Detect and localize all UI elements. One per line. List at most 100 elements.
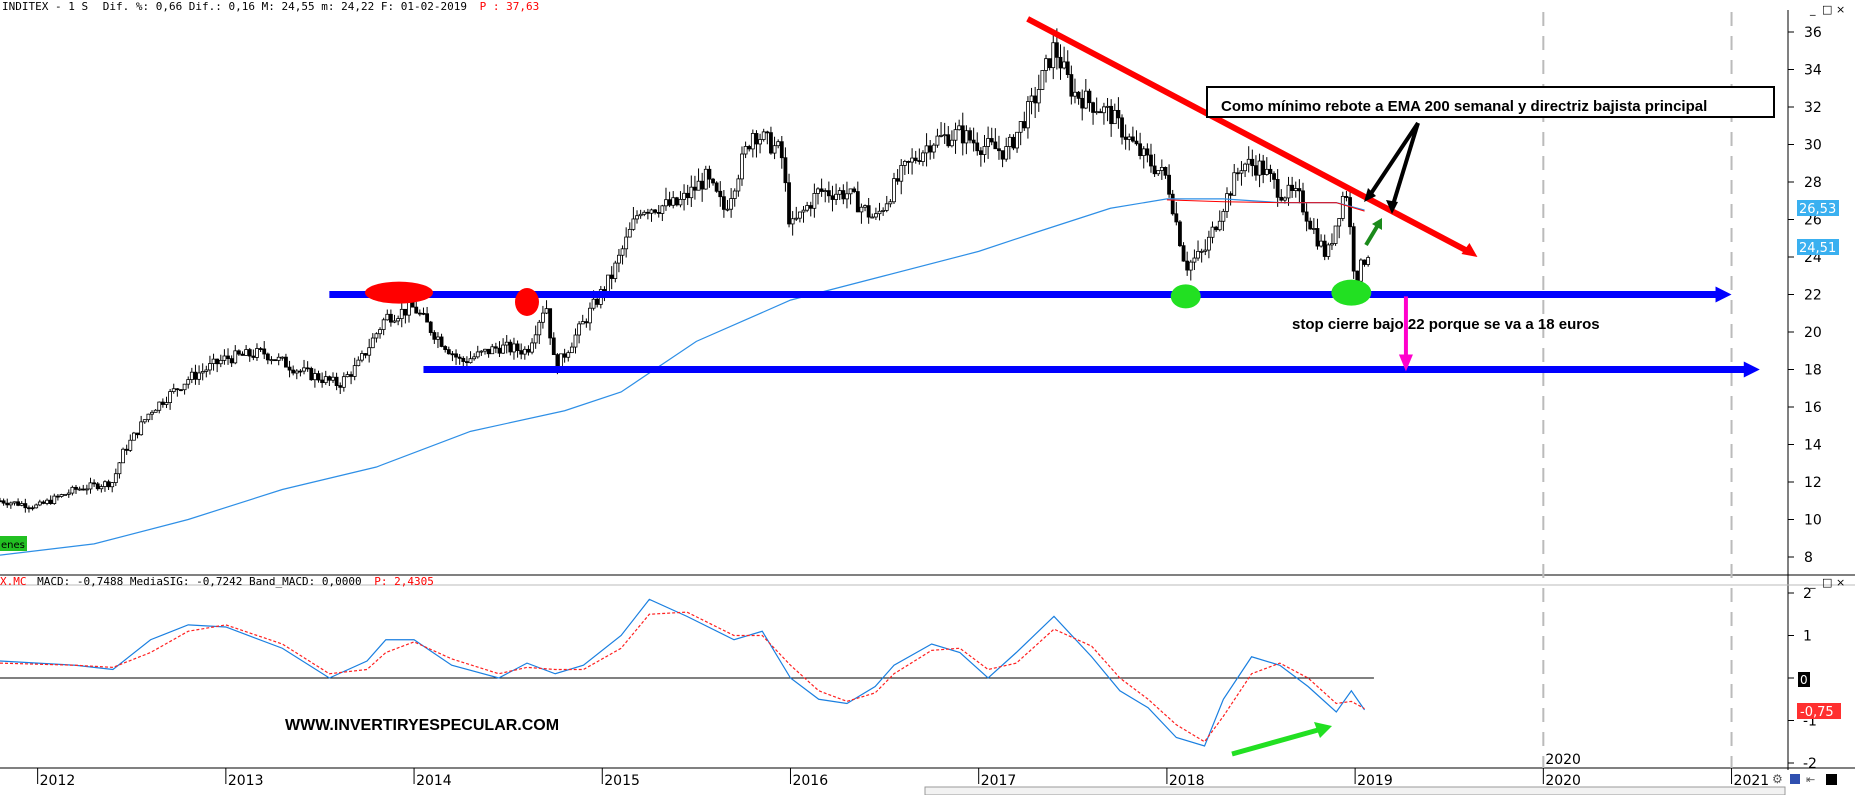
candle-body [428, 321, 433, 333]
candle-body [1337, 218, 1342, 227]
candle-body [776, 141, 781, 147]
candle-body [1134, 140, 1139, 145]
candle-body [569, 346, 574, 354]
x-tick-label: 2021 [1734, 773, 1770, 789]
candle-body [1029, 95, 1034, 102]
candle-body [718, 190, 723, 198]
candle-body [682, 192, 686, 200]
candle-body [935, 135, 940, 146]
close-icon[interactable]: × [1836, 576, 1845, 589]
minimize-icon[interactable]: _ [1809, 576, 1816, 589]
candle-body [269, 359, 274, 362]
candle-body [1355, 270, 1360, 282]
candle-body [946, 134, 951, 147]
restore-icon[interactable]: □ [1822, 3, 1832, 16]
candle-body [316, 373, 321, 381]
candle-body [287, 366, 292, 371]
candle-body [823, 190, 828, 193]
candle-body [200, 371, 205, 374]
macd-pane-window-controls: _ □ × [1809, 576, 1845, 589]
candle-body [215, 358, 220, 365]
candle-body [258, 348, 263, 350]
candle-body [765, 131, 770, 134]
candle-body [888, 201, 893, 205]
candle-body [1062, 61, 1067, 69]
candle-body [609, 274, 614, 279]
candle-body [1015, 131, 1019, 149]
candle-body [736, 178, 741, 192]
candle-body [725, 208, 730, 211]
candle-body [1094, 111, 1099, 114]
candle-body [352, 365, 357, 377]
candle-body [309, 368, 314, 381]
support-test-marker [1331, 279, 1372, 306]
candle-body [84, 488, 89, 491]
macd-stats: MACD: -0,7488 MediaSIG: -0,7242 Band_MAC… [37, 575, 362, 588]
candle-body [743, 146, 748, 155]
save-icon[interactable] [1790, 774, 1800, 784]
close-icon[interactable]: × [1836, 3, 1845, 16]
candle-body [486, 348, 491, 355]
ema-overlay-red-line [1166, 199, 1365, 212]
candle-body [1246, 158, 1251, 165]
candle-body [819, 188, 824, 192]
candlestick-series [0, 28, 1371, 513]
candle-body [696, 180, 701, 191]
expand-icon[interactable]: ⇤ [1806, 773, 1815, 786]
candle-body [1293, 188, 1298, 192]
candle-body [454, 353, 458, 358]
candle-body [855, 191, 860, 213]
candle-body [236, 350, 241, 355]
macd-line [0, 598, 1366, 747]
candle-body [1051, 42, 1056, 69]
candle-body [436, 336, 440, 340]
candle-body [218, 359, 223, 365]
candle-body [660, 205, 665, 214]
candle-body [34, 504, 39, 509]
candle-body [960, 125, 965, 144]
candle-body [805, 205, 810, 211]
candle-body [1026, 101, 1030, 129]
y-tick-label: 12 [1804, 475, 1822, 491]
candle-body [103, 481, 107, 487]
candle-body [1073, 91, 1077, 97]
ema-price-tag-text: 26,53 [1799, 202, 1836, 217]
candle-body [48, 499, 53, 504]
y-tick-label: 28 [1804, 175, 1822, 191]
candle-body [1112, 109, 1117, 125]
candle-body [479, 350, 484, 353]
candle-body [978, 150, 983, 155]
x-tick-label: 2015 [604, 773, 640, 789]
candle-body [924, 145, 929, 154]
candle-body [139, 421, 144, 436]
candle-body [1102, 106, 1106, 114]
minimize-icon[interactable]: _ [1809, 3, 1816, 16]
candle-body [982, 146, 987, 155]
candle-body [732, 190, 737, 199]
candle-body [1065, 61, 1070, 75]
candle-body [863, 205, 867, 208]
candle-body [1304, 211, 1309, 222]
candle-body [1290, 184, 1295, 192]
candle-body [783, 157, 788, 184]
candle-body [240, 353, 245, 356]
candle-body [551, 337, 556, 356]
tools-icon[interactable]: ⚙ [1772, 772, 1783, 786]
candle-body [997, 148, 1001, 152]
candle-body [971, 139, 976, 144]
restore-icon[interactable]: □ [1822, 576, 1832, 589]
candle-body [1250, 158, 1255, 167]
color-swatch-icon[interactable] [1826, 774, 1837, 785]
candle-body [1018, 121, 1023, 133]
candle-body [1044, 58, 1048, 71]
signal-line [0, 611, 1365, 743]
rebound-arrow [1364, 223, 1380, 247]
candle-body [117, 462, 122, 475]
candle-body [1326, 244, 1331, 257]
candle-body [439, 336, 444, 347]
candle-body [562, 353, 567, 358]
candle-body [989, 138, 994, 143]
candle-body [787, 182, 791, 225]
